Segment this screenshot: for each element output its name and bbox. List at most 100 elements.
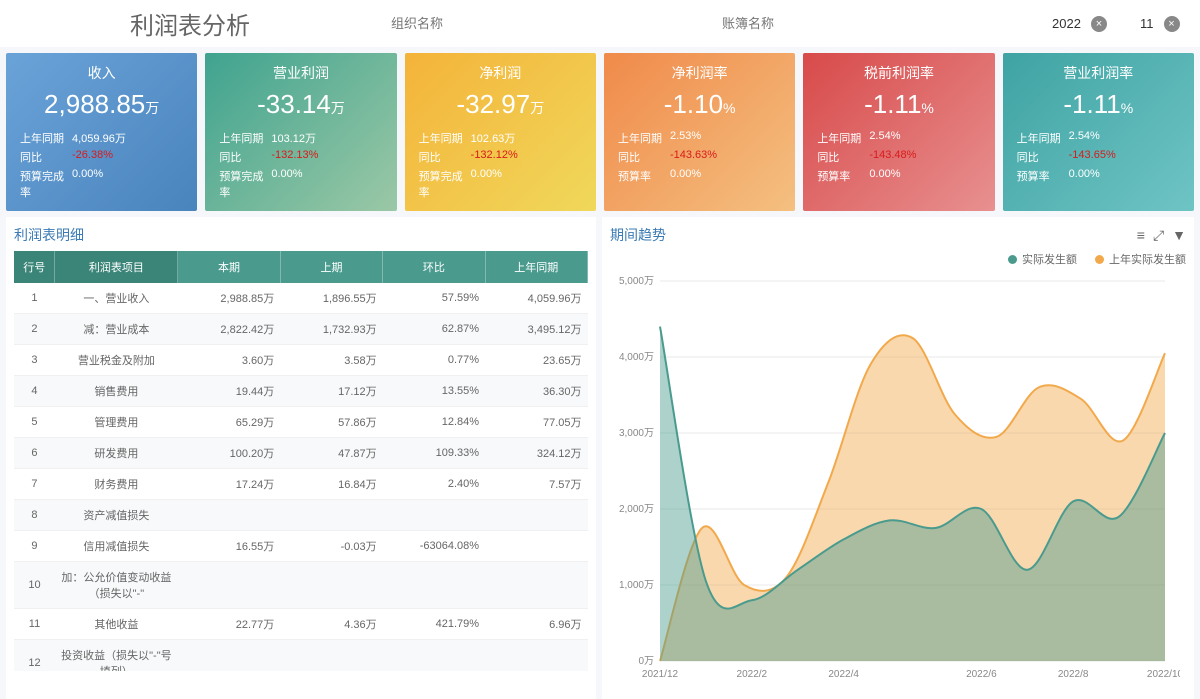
clear-year-icon[interactable]: × — [1091, 16, 1107, 32]
table-cell: 57.86万 — [280, 407, 382, 438]
kpi-detail-label: 同比 — [618, 149, 670, 165]
top-bar: 利润表分析 2022 × 11 × — [0, 0, 1200, 47]
kpi-detail-label: 上年同期 — [817, 130, 869, 146]
kpi-detail-value: 4,059.96万 — [72, 130, 126, 146]
month-select[interactable]: 11 × — [1130, 12, 1190, 36]
kpi-detail-label: 同比 — [20, 149, 72, 165]
kpi-detail-label: 上年同期 — [1017, 130, 1069, 146]
kpi-title: 净利润 — [419, 63, 582, 83]
table-cell: 研发费用 — [55, 438, 178, 469]
table-header[interactable]: 上期 — [280, 251, 382, 283]
legend-item[interactable]: 实际发生额 — [1008, 251, 1077, 267]
kpi-detail-value: 0.00% — [271, 168, 302, 200]
table-cell — [178, 500, 280, 531]
year-select[interactable]: 2022 × — [1042, 12, 1122, 36]
menu-icon[interactable]: ≡ — [1137, 227, 1145, 244]
year-month-selector: 2022 × 11 × — [1042, 12, 1190, 36]
trend-panel-title: 期间趋势 — [610, 225, 666, 245]
table-row[interactable]: 6研发费用100.20万47.87万109.33%324.12万 — [14, 438, 588, 469]
detail-panel: 利润表明细 行号利润表项目本期上期环比上年同期1一、营业收入2,988.85万1… — [6, 217, 596, 699]
kpi-detail-line: 上年同期2.54% — [817, 130, 980, 146]
org-filter[interactable] — [380, 9, 701, 38]
table-row[interactable]: 5管理费用65.29万57.86万12.84%77.05万 — [14, 407, 588, 438]
ledger-filter[interactable] — [711, 9, 1032, 38]
table-row[interactable]: 1一、营业收入2,988.85万1,896.55万57.59%4,059.96万 — [14, 283, 588, 314]
profit-detail-table: 行号利润表项目本期上期环比上年同期 1一、营业收入2,988.85万1,896.5… — [14, 251, 588, 671]
table-cell: 12 — [14, 640, 55, 672]
filter-icon[interactable]: ▼ — [1172, 227, 1186, 244]
expand-icon[interactable]: ⤢ — [1153, 227, 1164, 244]
table-cell — [485, 531, 587, 562]
kpi-detail-label: 上年同期 — [20, 130, 72, 146]
kpi-card-2[interactable]: 净利润-32.97万上年同期102.63万同比-132.12%预算完成率0.00… — [405, 53, 596, 211]
table-header[interactable]: 利润表项目 — [55, 251, 178, 283]
table-cell: 销售费用 — [55, 376, 178, 407]
kpi-card-1[interactable]: 营业利润-33.14万上年同期103.12万同比-132.13%预算完成率0.0… — [205, 53, 396, 211]
table-cell: 财务费用 — [55, 469, 178, 500]
kpi-detail-line: 预算率0.00% — [817, 168, 980, 184]
table-row[interactable]: 9信用减值损失16.55万-0.03万-63064.08% — [14, 531, 588, 562]
table-header[interactable]: 上年同期 — [485, 251, 587, 283]
table-cell: 62.87% — [383, 314, 485, 345]
table-row[interactable]: 7财务费用17.24万16.84万2.40%7.57万 — [14, 469, 588, 500]
kpi-detail-label: 上年同期 — [618, 130, 670, 146]
kpi-value: 2,988.85万 — [20, 89, 183, 120]
table-cell: 一、营业收入 — [55, 283, 178, 314]
kpi-detail-line: 同比-143.48% — [817, 149, 980, 165]
table-cell — [383, 640, 485, 672]
table-cell — [280, 562, 382, 609]
table-cell: 57.59% — [383, 283, 485, 314]
legend-item[interactable]: 上年实际发生额 — [1095, 251, 1186, 267]
clear-month-icon[interactable]: × — [1164, 16, 1180, 32]
kpi-title: 收入 — [20, 63, 183, 83]
trend-panel: 期间趋势 ≡ ⤢ ▼ 实际发生额上年实际发生额 0万1,000万2,000万3,… — [602, 217, 1194, 699]
kpi-detail-label: 预算完成率 — [219, 168, 271, 200]
svg-text:5,000万: 5,000万 — [619, 276, 654, 287]
chart-legend: 实际发生额 上年实际发生额 — [610, 251, 1186, 267]
table-cell: 2,988.85万 — [178, 283, 280, 314]
svg-text:4,000万: 4,000万 — [619, 352, 654, 363]
kpi-detail-line: 预算完成率0.00% — [20, 168, 183, 200]
table-cell: 324.12万 — [485, 438, 587, 469]
table-cell: 16.84万 — [280, 469, 382, 500]
table-header[interactable]: 本期 — [178, 251, 280, 283]
table-header[interactable]: 行号 — [14, 251, 55, 283]
kpi-detail-value: 0.00% — [72, 168, 103, 200]
main-content: 利润表明细 行号利润表项目本期上期环比上年同期1一、营业收入2,988.85万1… — [0, 217, 1200, 699]
kpi-card-0[interactable]: 收入2,988.85万上年同期4,059.96万同比-26.38%预算完成率0.… — [6, 53, 197, 211]
kpi-detail-line: 同比-143.63% — [618, 149, 781, 165]
table-row[interactable]: 10加：公允价值变动收益（损失以"-" — [14, 562, 588, 609]
kpi-card-4[interactable]: 税前利润率 -1.11% 上年同期2.54% 同比-143.48% 预算率0.00% — [803, 53, 994, 211]
table-cell: 11 — [14, 609, 55, 640]
kpi-detail-label: 同比 — [419, 149, 471, 165]
table-cell: 1 — [14, 283, 55, 314]
table-row[interactable]: 8资产减值损失 — [14, 500, 588, 531]
table-cell: 3 — [14, 345, 55, 376]
kpi-value: -1.11% — [817, 89, 980, 120]
table-row[interactable]: 2减：营业成本2,822.42万1,732.93万62.87%3,495.12万 — [14, 314, 588, 345]
table-cell: 加：公允价值变动收益（损失以"-" — [55, 562, 178, 609]
table-header[interactable]: 环比 — [383, 251, 485, 283]
table-cell: 其他收益 — [55, 609, 178, 640]
table-cell: 1,896.55万 — [280, 283, 382, 314]
table-row[interactable]: 12投资收益（损失以"-"号填列） — [14, 640, 588, 672]
table-scroll[interactable]: 行号利润表项目本期上期环比上年同期 1一、营业收入2,988.85万1,896.5… — [14, 251, 588, 671]
kpi-detail-value: -143.48% — [869, 149, 916, 165]
table-cell: 10 — [14, 562, 55, 609]
kpi-card-5[interactable]: 营业利润率-1.11%上年同期2.54%同比-143.65%预算率0.00% — [1003, 53, 1194, 211]
table-row[interactable]: 11其他收益22.77万4.36万421.79%6.96万 — [14, 609, 588, 640]
table-cell: 109.33% — [383, 438, 485, 469]
kpi-detail-line: 同比-143.65% — [1017, 149, 1180, 165]
kpi-card-3[interactable]: 净利润率-1.10%上年同期2.53%同比-143.63%预算率0.00% — [604, 53, 795, 211]
kpi-detail-value: -143.63% — [670, 149, 717, 165]
legend-label: 上年实际发生额 — [1109, 251, 1186, 267]
kpi-detail-line: 预算率0.00% — [1017, 168, 1180, 184]
kpi-detail-label: 预算率 — [817, 168, 869, 184]
table-row[interactable]: 4销售费用19.44万17.12万13.55%36.30万 — [14, 376, 588, 407]
table-cell — [485, 500, 587, 531]
table-cell: 3.60万 — [178, 345, 280, 376]
kpi-title: 税前利润率 — [817, 63, 980, 83]
table-cell — [178, 640, 280, 672]
table-row[interactable]: 3营业税金及附加3.60万3.58万0.77%23.65万 — [14, 345, 588, 376]
kpi-detail-value: 0.00% — [1069, 168, 1100, 184]
